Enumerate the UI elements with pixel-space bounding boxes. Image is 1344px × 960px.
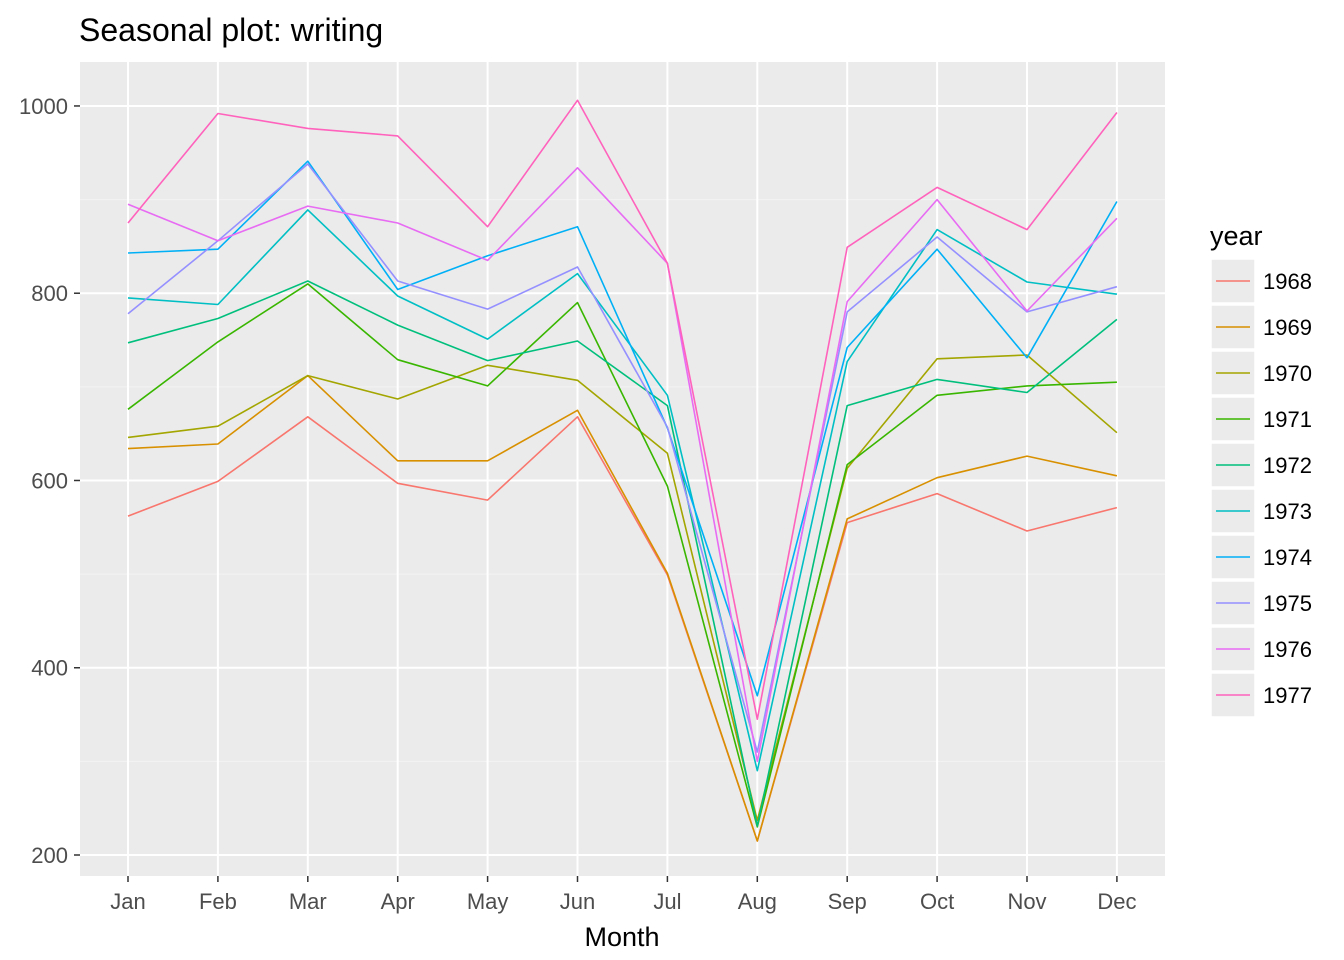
series-line-1976 [127,167,1118,763]
series-line-1972 [127,280,1118,827]
x-tick-label: Nov [1007,889,1046,914]
legend: year 1968 1969 1970 1971 1972 1973 1974 1975 197… [1210,221,1312,718]
legend-label: 1977 [1263,683,1312,708]
series-line-1971 [127,283,1117,828]
x-axis-title: Month [584,922,659,952]
y-tick-label: 800 [31,281,68,306]
y-tick-label: 200 [31,843,68,868]
x-tick-label: Dec [1097,889,1136,914]
legend-label: 1970 [1263,361,1312,386]
series-line-1970 [127,354,1118,822]
x-tick-label: May [467,889,509,914]
y-tick-label: 400 [31,656,68,681]
x-tick-label: Oct [920,889,954,914]
series-line-1973 [127,209,1118,772]
series-line-1968 [127,415,1118,842]
x-tick-label: Jan [110,889,145,914]
x-tick-label: Feb [199,889,237,914]
x-tick-label: Aug [738,889,777,914]
legend-label: 1968 [1263,269,1312,294]
x-axis: Jan Feb Mar Apr May Jun Jul Aug Sep Oct Nov Dec [110,876,1136,914]
legend-label: 1974 [1263,545,1312,570]
x-tick-label: Sep [828,889,867,914]
legend-label: 1976 [1263,637,1312,662]
chart-title: Seasonal plot: writing [79,12,383,48]
y-tick-label: 600 [31,468,68,493]
x-tick-label: Mar [289,889,327,914]
legend-label: 1972 [1263,453,1312,478]
legend-label: 1975 [1263,591,1312,616]
series-line-1977 [127,99,1118,721]
y-tick-label: 1000 [19,94,68,119]
legend-title: year [1210,221,1263,251]
plot-panel [80,62,1165,876]
x-tick-label: Jun [560,889,595,914]
x-tick-label: Apr [381,889,415,914]
series-line-1975 [127,163,1118,753]
legend-label: 1971 [1263,407,1312,432]
legend-label: 1969 [1263,315,1312,340]
y-axis: 200 400 600 800 1000 [19,94,80,868]
series-line-1969 [127,374,1118,842]
x-tick-label: Jul [653,889,681,914]
legend-label: 1973 [1263,499,1312,524]
series-lines [127,99,1118,842]
